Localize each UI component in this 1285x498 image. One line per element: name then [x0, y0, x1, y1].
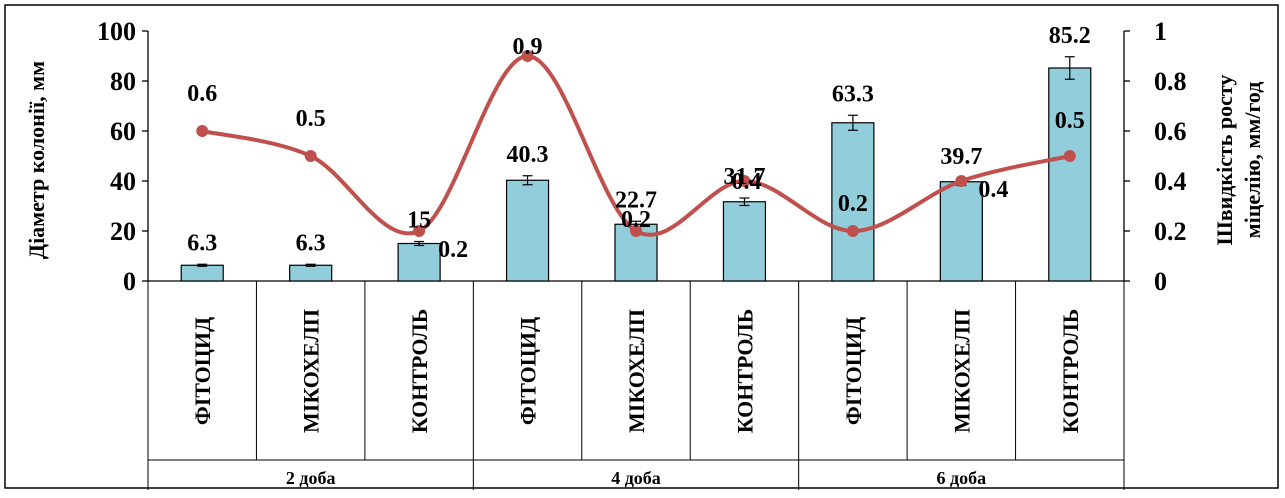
x-tick-label: КОНТРОЛЬ — [732, 309, 757, 434]
line-point — [196, 125, 209, 137]
y-tick-label: 80 — [110, 67, 136, 96]
x-tick-label: МІКОХЕЛП — [949, 309, 974, 433]
bar-value-label: 15 — [407, 208, 431, 234]
bar-value-label: 63.3 — [832, 81, 874, 107]
line-value-label: 0.9 — [513, 34, 543, 60]
x-tick-label: МІКОХЕЛП — [299, 309, 324, 433]
y-tick-label: 100 — [97, 17, 136, 46]
line-value-label: 0.4 — [731, 169, 761, 195]
bar-value-label: 6.3 — [296, 230, 326, 256]
bar-value-label: 40.3 — [507, 142, 549, 168]
y2-tick-label: 0.8 — [1154, 67, 1187, 96]
y2-axis-title-line-1: Швидкість росту — [1212, 75, 1237, 246]
y2-tick-label: 0.2 — [1154, 217, 1187, 246]
line-point — [846, 225, 859, 237]
y-tick-label: 0 — [123, 267, 136, 296]
group-label: 4 доба — [611, 468, 661, 488]
bar-value-label: 85.2 — [1049, 23, 1091, 49]
x-tick-label: ФІТОЦИД — [841, 317, 866, 425]
y2-tick-label: 0.4 — [1154, 167, 1187, 196]
y-tick-label: 40 — [110, 167, 136, 196]
y-axis-title: Діаметр колонії, мм — [24, 61, 49, 259]
bar — [505, 179, 550, 282]
y-tick-label: 60 — [110, 117, 136, 146]
y2-tick-label: 1 — [1154, 17, 1167, 46]
bar-value-label: 6.3 — [187, 230, 217, 256]
x-tick-label: КОНТРОЛЬ — [407, 309, 432, 434]
bar — [1048, 67, 1092, 282]
x-tick-label: МІКОХЕЛП — [624, 309, 649, 433]
line-point — [630, 225, 642, 237]
x-tick-label: ФІТОЦИД — [516, 317, 541, 425]
line-value-label: 0.2 — [621, 207, 651, 233]
line-point — [738, 175, 751, 187]
line-point — [955, 175, 968, 187]
bar-value-label: 39.7 — [940, 144, 982, 170]
bar — [939, 181, 983, 282]
y2-axis-title-line-2: міцелію, мм/год — [1240, 82, 1265, 239]
bar — [180, 264, 224, 282]
x-tick-label: КОНТРОЛЬ — [1058, 309, 1083, 434]
line-point — [304, 150, 317, 162]
line-value-label: 0.6 — [187, 81, 217, 107]
y2-tick-label: 0 — [1154, 267, 1167, 296]
y-tick-label: 20 — [110, 217, 136, 246]
line-point — [413, 225, 426, 237]
growth-rate-line — [201, 53, 1071, 237]
line-value-label: 0.2 — [838, 191, 868, 217]
bar — [831, 122, 875, 282]
line-value-label: 0.4 — [978, 177, 1008, 203]
line-point — [521, 50, 534, 62]
line-value-label: 0.5 — [1055, 108, 1085, 134]
bar-value-label: 22.7 — [615, 187, 657, 213]
line-value-label: 0.5 — [296, 106, 326, 132]
bar-value-label: 31.7 — [723, 164, 765, 190]
y2-tick-label: 0.6 — [1154, 117, 1187, 146]
group-label: 2 доба — [286, 468, 336, 488]
group-label: 6 доба — [937, 468, 987, 488]
bar — [397, 242, 441, 282]
bar — [722, 201, 767, 282]
bar — [289, 264, 333, 282]
line-point — [1063, 150, 1076, 162]
line-value-label: 0.2 — [438, 237, 468, 263]
x-tick-label: ФІТОЦИД — [190, 317, 215, 425]
